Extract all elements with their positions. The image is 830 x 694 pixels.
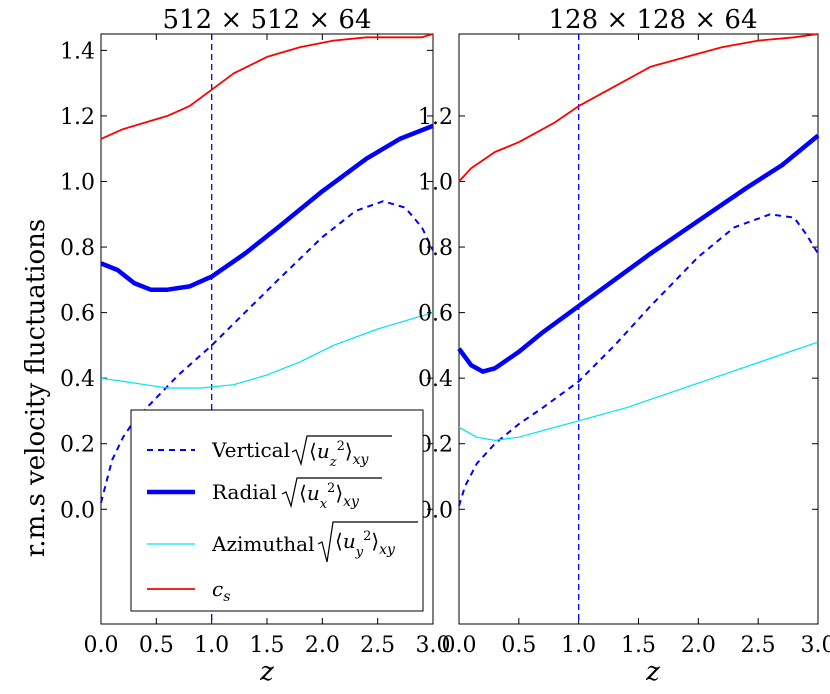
- series-line-c-s: [100, 33, 434, 140]
- series-line-azimuthal: [100, 312, 434, 389]
- y-tick-label: 0.4: [60, 367, 95, 392]
- y-tick-label: 0.8: [418, 236, 453, 261]
- series-line-vertical: [458, 213, 819, 507]
- panel-right: 128 × 128 × 64 0.0 0.5 1.0 1.5 2.0 2.5 3.00.00…: [418, 5, 830, 687]
- panel-left-title: 512 × 512 × 64: [163, 5, 372, 35]
- x-tick-label: 2.5: [360, 633, 395, 658]
- x-tick-label: 0.0: [84, 633, 119, 658]
- panel-right-title: 128 × 128 × 64: [549, 5, 758, 35]
- y-tick-label: 0.6: [60, 302, 95, 327]
- y-axis-label: r.m.s velocity fluctuations: [21, 219, 51, 558]
- x-tick-label: 2.5: [741, 633, 776, 658]
- y-tick-label: 1.2: [60, 105, 95, 130]
- y-tick-label: 1.4: [60, 39, 95, 64]
- y-tick-label: 0.0: [418, 498, 453, 523]
- y-tick-label: 1.2: [418, 105, 453, 130]
- x-tick-label: 1.5: [621, 633, 656, 658]
- legend-label-radial: Radial: [212, 480, 277, 504]
- x-tick-label: 1.5: [250, 633, 285, 658]
- series-line-c-s: [458, 33, 819, 183]
- panel-right-plot: 0.0 0.5 1.0 1.5 2.0 2.5 3.00.00.20.40.60.81.01…: [418, 33, 830, 658]
- y-tick-label: 0.6: [418, 302, 453, 327]
- x-tick-label: 1.0: [194, 633, 229, 658]
- series-line-radial: [100, 123, 434, 292]
- panel-left-plot: 0.0 0.5 1.0 1.5 2.0 2.5 3.0 0.0 0.2 0.4 0.6 0.8 1.0 1…: [60, 33, 451, 658]
- y-tick-label: 1.0: [418, 171, 453, 196]
- x-tick-label: 2.0: [305, 633, 340, 658]
- x-tick-label: 3.0: [416, 633, 451, 658]
- x-tick-label: 2.0: [681, 633, 716, 658]
- legend-label-azimuthal: Azimuthal: [211, 532, 314, 556]
- series-line-radial: [457, 133, 820, 374]
- series-line-azimuthal: [458, 341, 819, 441]
- x-tick-label: 1.0: [561, 633, 596, 658]
- panel-left-x-label: z: [259, 657, 274, 687]
- legend-label-vertical: Vertical: [211, 438, 290, 462]
- x-tick-label: 0.0: [442, 633, 477, 658]
- legend-label-cs: cs: [212, 577, 230, 605]
- x-tick-label: 0.5: [501, 633, 536, 658]
- y-tick-label: 0.2: [60, 433, 95, 458]
- series-line-vertical: [100, 200, 434, 503]
- x-tick-label: 3.0: [801, 633, 830, 658]
- y-tick-label: 0.0: [60, 498, 95, 523]
- x-tick-label: 0.5: [139, 633, 174, 658]
- panel-left: 512 × 512 × 64 0.0 0.5 1.0 1.5 2.0 2.5 3.00.00…: [60, 5, 451, 687]
- y-tick-label: 1.0: [60, 171, 95, 196]
- legend: Vertical ⟨uz2⟩xy Radial ⟨ux2⟩xy Azimutha…: [130, 409, 424, 612]
- y-tick-label: 0.2: [418, 433, 453, 458]
- legend-box: [130, 409, 424, 612]
- y-tick-label: 0.4: [418, 367, 453, 392]
- panel-right-x-label: z: [645, 657, 660, 687]
- y-tick-label: 0.8: [60, 236, 95, 261]
- panel-right-frame: [458, 33, 819, 625]
